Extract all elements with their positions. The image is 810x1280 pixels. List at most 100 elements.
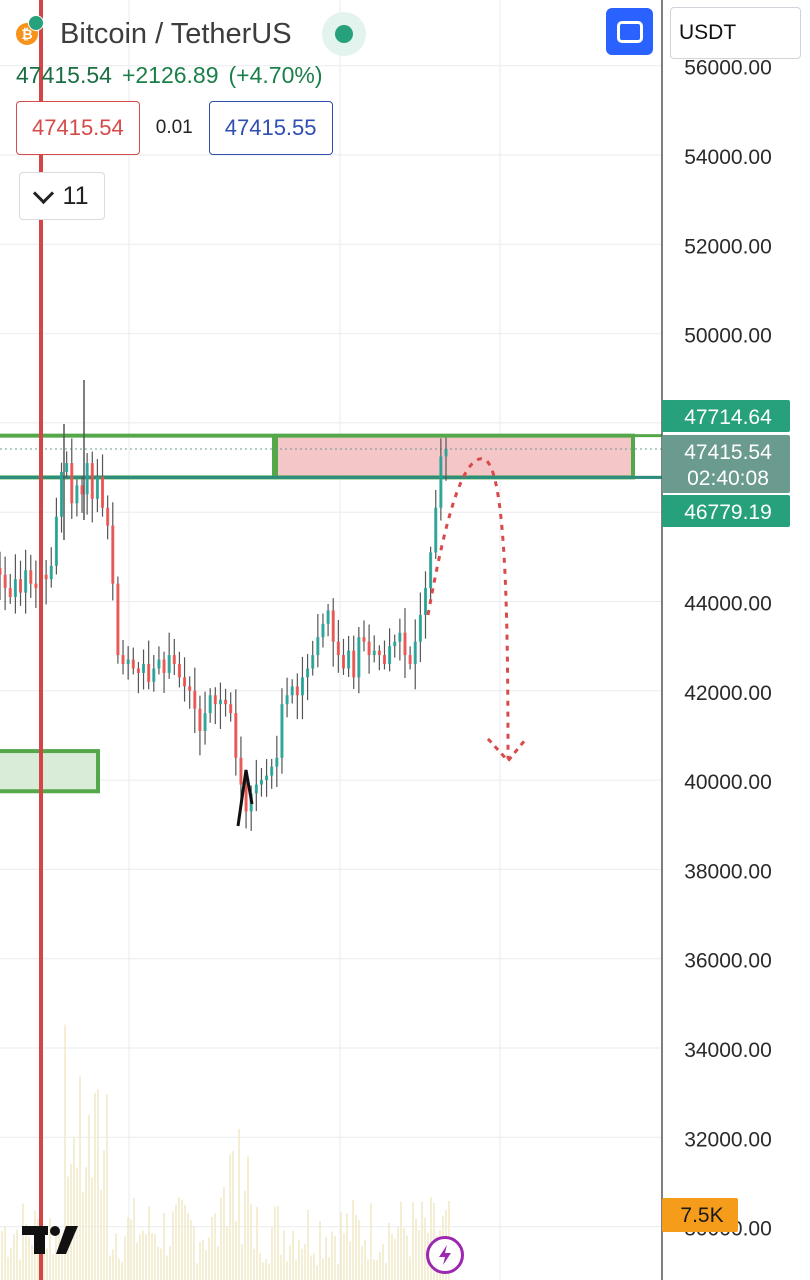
candle-body [162, 659, 166, 673]
candle-body [362, 637, 366, 642]
candle-body [188, 686, 192, 691]
candle-body [60, 472, 64, 517]
candle-body [152, 668, 156, 682]
y-tick-label: 34000.00 [684, 1039, 772, 1062]
currency-label: USDT [670, 7, 801, 59]
candle-body [275, 757, 279, 767]
candle-body [316, 637, 320, 656]
candle-body [80, 485, 84, 495]
candle-body [90, 463, 94, 499]
candle-body [352, 650, 356, 678]
countdown-label: 02:40:08 [687, 467, 769, 490]
volume-label: 7.5K [680, 1204, 723, 1227]
candle-body [106, 507, 110, 526]
current-price-label: 47415.54 [684, 441, 772, 464]
candle-body [111, 525, 115, 584]
candle-body [357, 637, 361, 678]
candle-body [85, 463, 89, 495]
candle-body [95, 476, 99, 499]
y-tick-label: 54000.00 [684, 146, 772, 169]
candle-body [270, 766, 274, 776]
projection-path [426, 457, 510, 759]
candle-body [131, 659, 135, 669]
indicators-count: 11 [62, 181, 89, 210]
y-tick-label: 36000.00 [684, 950, 772, 973]
candle-body [203, 713, 207, 731]
demand-zone [0, 749, 100, 794]
buy-button[interactable]: 47415.55 [208, 101, 333, 155]
resistance-zone-edge [631, 434, 665, 479]
candle-body [408, 655, 412, 665]
candle-body [341, 655, 345, 669]
candle-body [244, 784, 248, 812]
candle-body [19, 579, 23, 593]
candle-body [336, 641, 340, 656]
volume-tag [662, 1198, 738, 1232]
sell-button[interactable]: 47415.54 [16, 101, 140, 155]
candle-body [259, 780, 263, 785]
candle-body [13, 579, 17, 598]
candle-body [70, 463, 74, 504]
candle-body [101, 476, 105, 508]
drawing-mark [236, 769, 254, 827]
candle-body [44, 574, 48, 580]
candle-body [377, 650, 381, 656]
candle-body [126, 659, 130, 665]
candle-body [434, 507, 438, 553]
candle-body [167, 655, 171, 673]
candle-body [0, 568, 2, 575]
candle-body [418, 614, 422, 642]
candle-body [177, 664, 181, 678]
candle-body [147, 664, 151, 682]
resistance-zone-right [274, 433, 635, 480]
candle-body [54, 516, 58, 566]
bolt-button[interactable] [426, 1236, 464, 1274]
candle-body [116, 583, 120, 656]
candle-body [157, 659, 161, 669]
y-tick-label: 50000.00 [684, 325, 772, 348]
y-tick-label: 42000.00 [684, 682, 772, 705]
candle-body [372, 650, 376, 656]
candle-body [254, 784, 258, 794]
y-tick-label: 38000.00 [684, 860, 772, 883]
candle-body [234, 713, 238, 758]
candle-body [265, 775, 269, 781]
candle-body [439, 456, 443, 508]
y-tick-label: 40000.00 [684, 771, 772, 794]
candle-body [208, 695, 212, 714]
chevron-down-icon [32, 182, 54, 204]
candle-body [423, 588, 427, 615]
candle-body [65, 463, 69, 473]
candle-body [198, 708, 202, 731]
last-price: 47415.54 [16, 62, 112, 88]
candle-body [444, 448, 448, 457]
candle-body [347, 650, 351, 669]
y-tick-label: 44000.00 [684, 593, 772, 616]
fullscreen-button[interactable] [606, 8, 653, 55]
market-status-dot-icon [321, 12, 366, 56]
candle-body [382, 655, 386, 665]
upper-level-label: 47714.64 [684, 406, 772, 429]
candle-body [285, 695, 289, 705]
price-summary: 47415.54 +2126.89 (+4.70%) [16, 62, 332, 89]
candle-body [3, 574, 7, 589]
y-tick-label: 56000.00 [684, 57, 772, 80]
price-change-percent: (+4.70%) [228, 62, 323, 88]
candle-body [75, 485, 79, 504]
candle-body [49, 565, 53, 580]
candle-body [136, 668, 140, 673]
indicators-toggle-button[interactable]: 11 [19, 172, 105, 220]
current-price-tag [662, 435, 790, 493]
candle-body [429, 552, 433, 589]
candle-body [34, 583, 38, 589]
fullscreen-icon [616, 20, 643, 43]
candle-body [290, 686, 294, 696]
spread-value: 0.01 [155, 117, 193, 138]
lower-level-tag [662, 495, 790, 527]
candle-body [321, 623, 325, 638]
symbol-header[interactable]: ₿ Bitcoin / TetherUS [16, 12, 366, 56]
price-change: +2126.89 [121, 62, 219, 88]
tradingview-logo [22, 1226, 78, 1254]
order-buttons: 47415.54 0.01 47415.55 [16, 101, 333, 155]
